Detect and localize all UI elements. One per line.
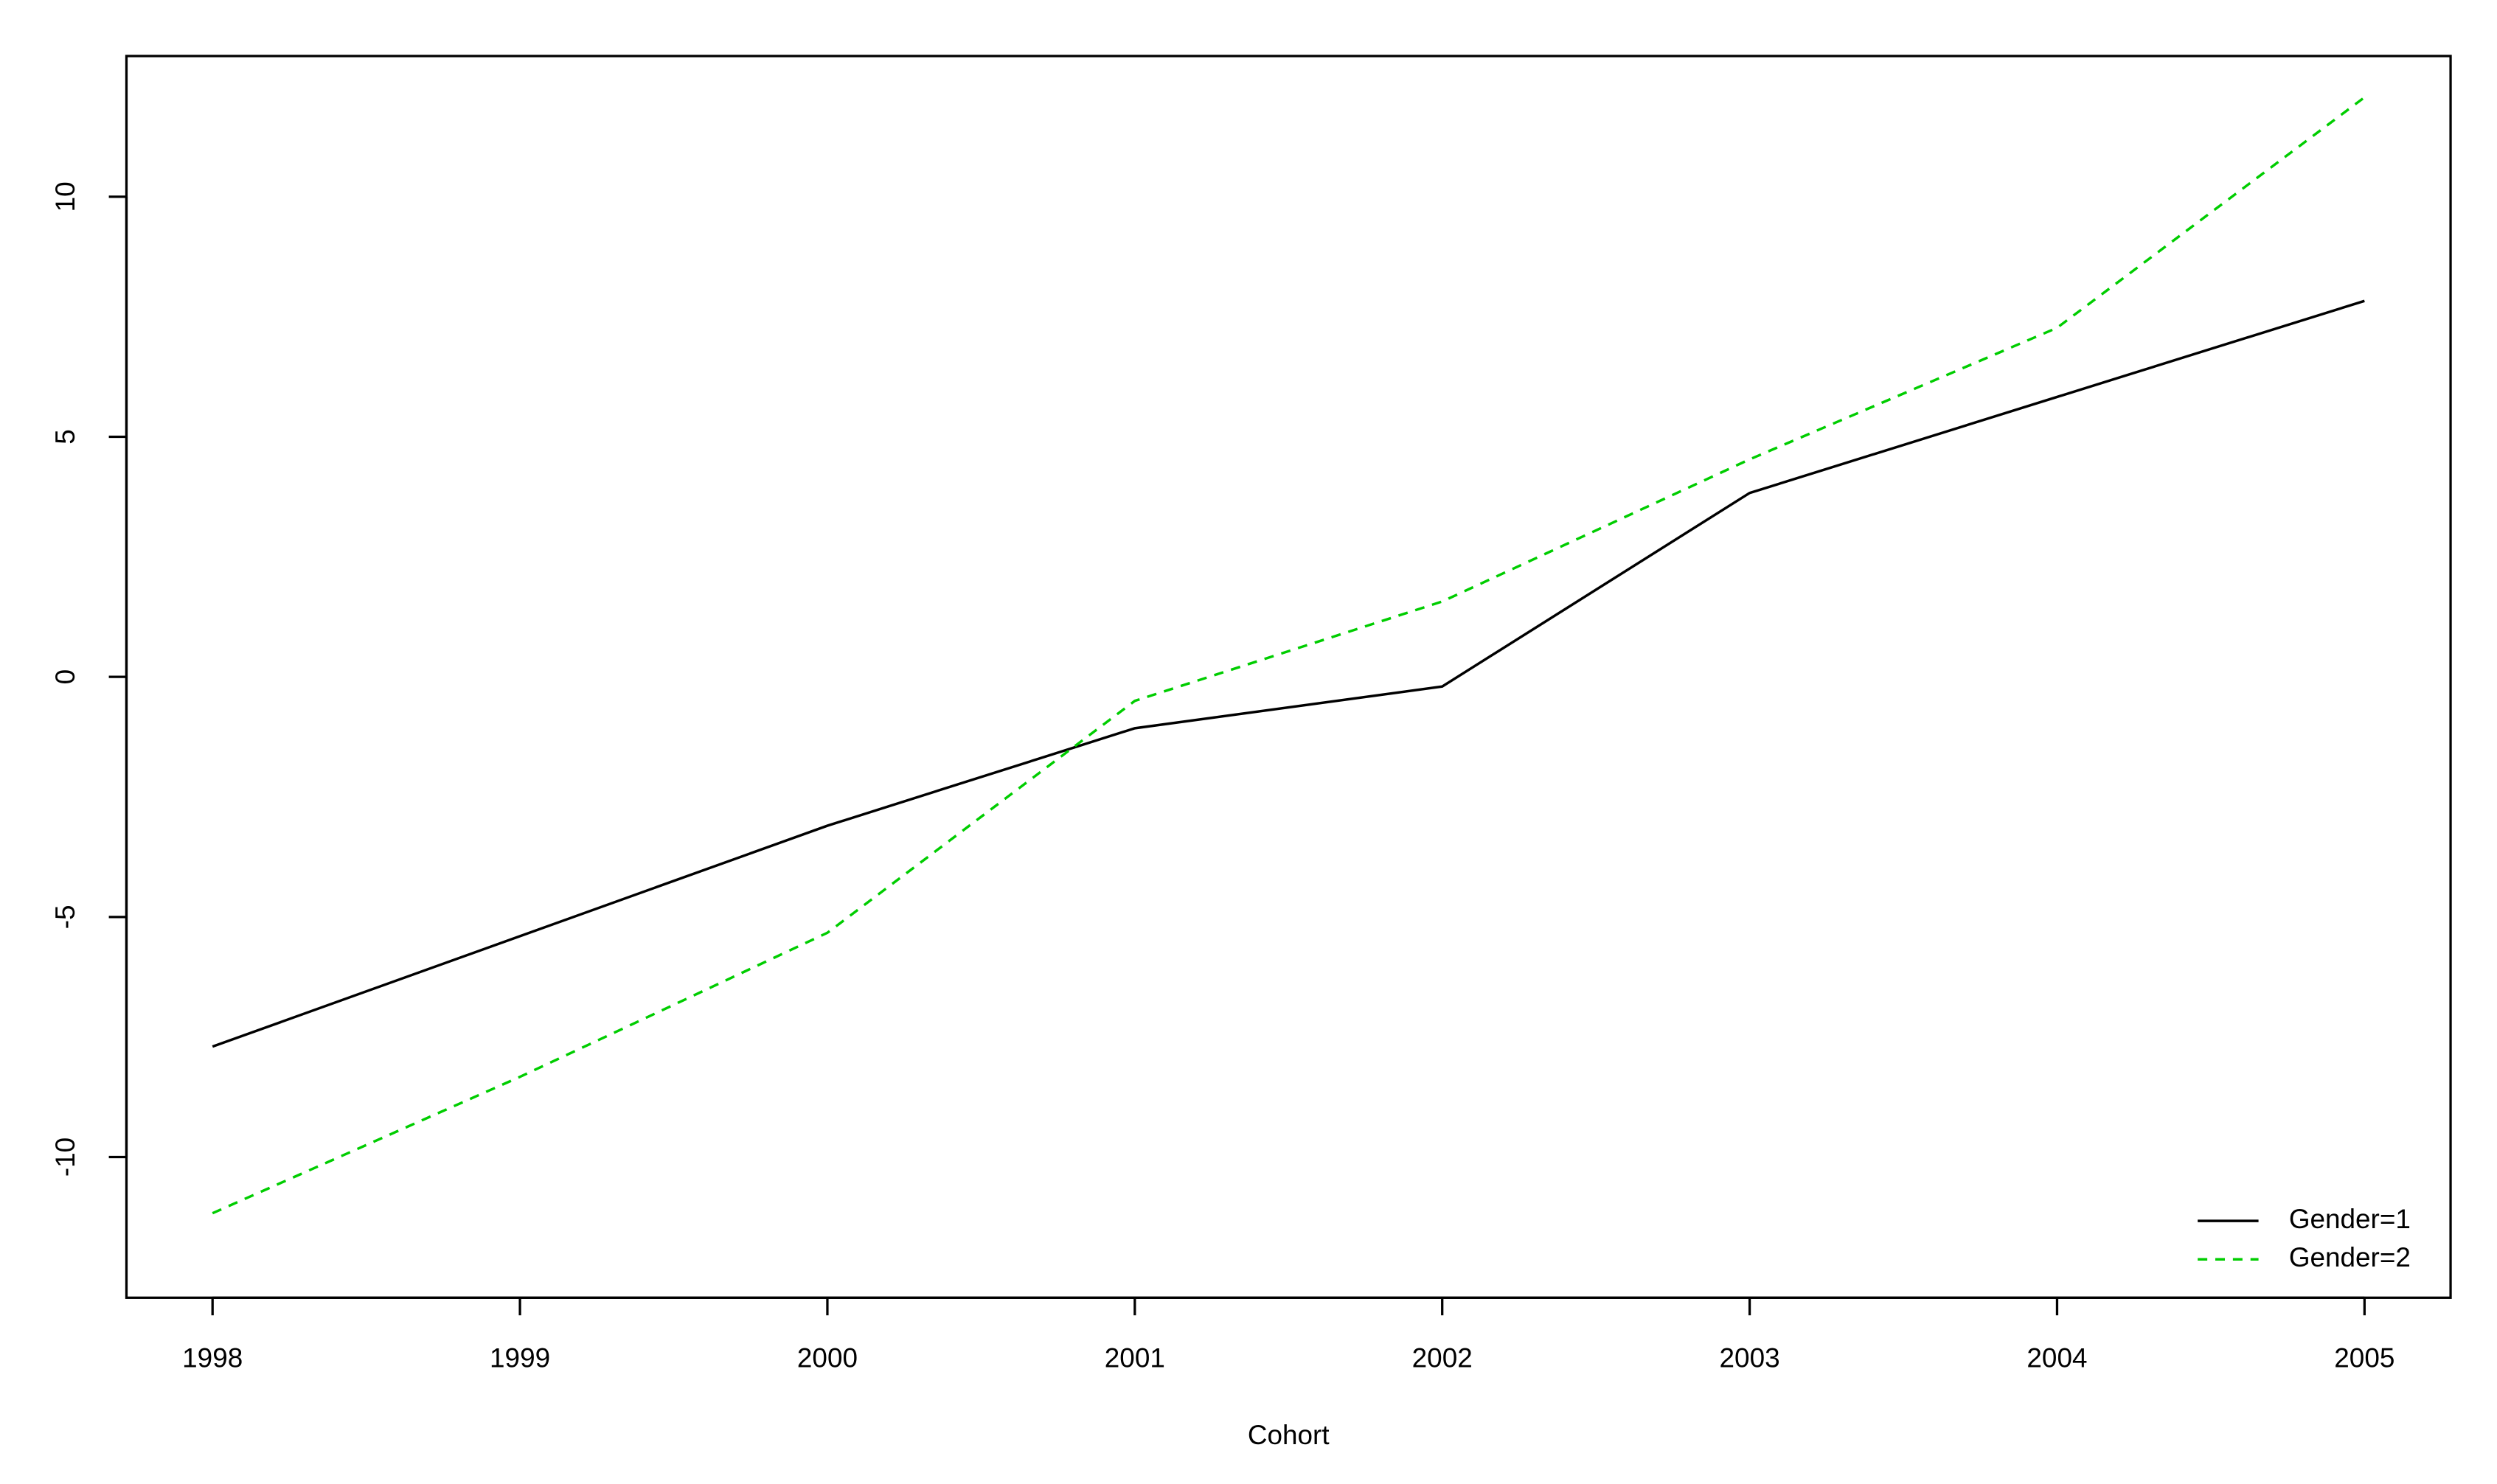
plot-frame [125, 55, 2452, 1299]
x-tick-label: 2002 [1412, 1343, 1473, 1373]
x-axis-label: Cohort [1248, 1420, 1330, 1450]
legend-label: Gender=2 [2289, 1242, 2411, 1272]
legend-label: Gender=1 [2289, 1204, 2411, 1234]
x-tick-label: 1999 [490, 1343, 550, 1373]
y-tick-label: -10 [50, 1138, 80, 1177]
x-tick-label: 2003 [1720, 1343, 1780, 1373]
x-tick-label: 2004 [2027, 1343, 2087, 1373]
x-tick-label: 2001 [1105, 1343, 1165, 1373]
series-line [212, 299, 2365, 1048]
x-tick-label: 1998 [182, 1343, 243, 1373]
y-tick-label: 5 [50, 429, 80, 445]
x-tick-label: 2005 [2334, 1343, 2394, 1373]
y-tick-label: 0 [50, 669, 80, 685]
y-tick-label: 10 [50, 181, 80, 212]
x-tick-label: 2000 [797, 1343, 858, 1373]
series-line [212, 96, 2366, 1215]
y-tick-label: -5 [50, 905, 80, 929]
